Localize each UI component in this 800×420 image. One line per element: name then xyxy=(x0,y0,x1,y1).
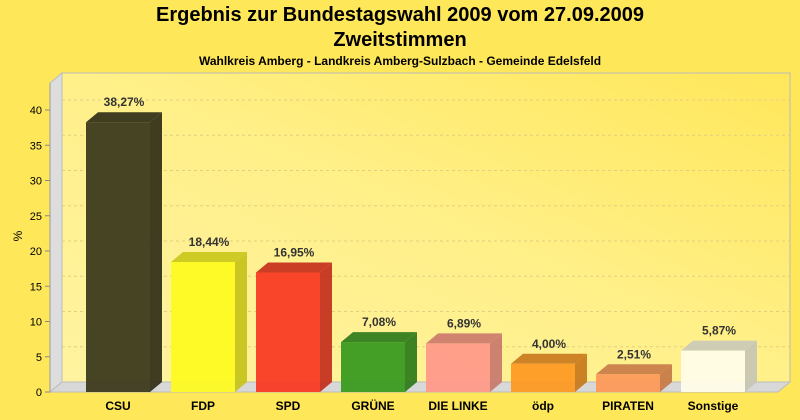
bar xyxy=(511,363,575,392)
bar-side xyxy=(320,262,332,392)
bar xyxy=(256,272,320,392)
x-tick-label: DIE LINKE xyxy=(428,399,487,413)
x-tick-label: CSU xyxy=(105,399,130,413)
y-tick-label: 10 xyxy=(30,317,42,329)
bar-side xyxy=(575,353,587,392)
data-label: 38,27% xyxy=(104,95,145,109)
y-tick-label: 30 xyxy=(30,176,42,188)
y-tick-label: 40 xyxy=(30,105,42,117)
bar-top xyxy=(256,262,332,273)
bar xyxy=(86,122,150,392)
data-label: 6,89% xyxy=(447,316,481,330)
floor xyxy=(48,381,792,393)
x-tick-label: PIRATEN xyxy=(602,399,654,413)
y-tick-label: 25 xyxy=(30,211,42,223)
data-label: 4,00% xyxy=(532,337,566,351)
y-tick-label: 0 xyxy=(36,387,42,399)
y-tick-label: 5 xyxy=(36,352,42,364)
x-tick-label: ödp xyxy=(532,399,554,413)
bar-side xyxy=(660,364,672,392)
bar-top xyxy=(511,353,587,364)
bar-top xyxy=(426,333,502,344)
bar-top xyxy=(86,112,162,123)
x-tick-label: GRÜNE xyxy=(351,398,394,413)
bar-side xyxy=(490,333,502,392)
bar-top xyxy=(341,332,417,343)
bar-side xyxy=(150,112,162,392)
bar-top xyxy=(596,364,672,375)
x-tick-label: SPD xyxy=(276,399,301,413)
data-label: 2,51% xyxy=(617,347,651,361)
data-label: 7,08% xyxy=(362,315,396,329)
x-tick-label: FDP xyxy=(191,399,215,413)
bar-side xyxy=(235,251,247,392)
y-tick-label: 20 xyxy=(30,246,42,258)
bar-side xyxy=(405,332,417,392)
bar xyxy=(681,350,745,392)
bar xyxy=(341,342,405,392)
data-label: 16,95% xyxy=(274,246,315,260)
bar-top xyxy=(681,340,757,351)
bar xyxy=(596,374,660,392)
x-tick-label: Sonstige xyxy=(688,399,739,413)
bar-side xyxy=(745,340,757,392)
bar xyxy=(171,261,235,392)
bar xyxy=(426,343,490,392)
y-tick-label: 35 xyxy=(30,140,42,152)
y-axis-label: % xyxy=(11,230,25,241)
side-wall xyxy=(49,71,63,394)
data-label: 18,44% xyxy=(189,235,230,249)
y-tick-label: 15 xyxy=(30,281,42,293)
chart-title: Ergebnis zur Bundestagswahl 2009 vom 27.… xyxy=(156,4,644,26)
bar-top xyxy=(171,251,247,262)
chart-region: Wahlkreis Amberg - Landkreis Amberg-Sulz… xyxy=(198,54,602,68)
data-label: 5,87% xyxy=(702,324,736,338)
chart-subtitle: Zweitstimmen xyxy=(333,29,467,51)
